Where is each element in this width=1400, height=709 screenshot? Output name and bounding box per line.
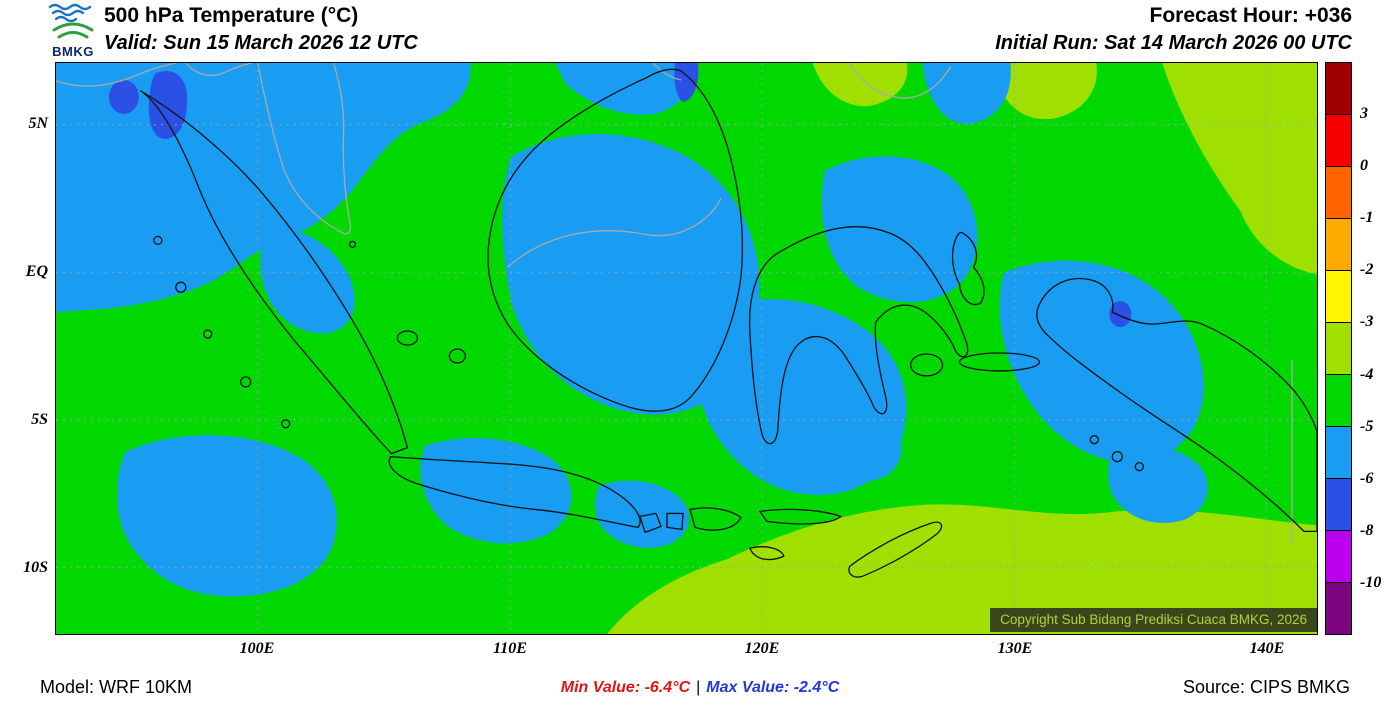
colorbar-tick--6: -6 — [1360, 470, 1374, 487]
minmax-separator: | — [696, 679, 701, 696]
min-value-label: Min Value: -6.4°C — [560, 679, 691, 696]
colorbar-segment-4 — [1326, 270, 1351, 322]
max-value-label: Max Value: -2.4°C — [706, 679, 840, 696]
lon-label-110e: 110E — [493, 640, 527, 657]
colorbar-segment-9 — [1326, 530, 1351, 582]
colorbar-tick--1: -1 — [1360, 209, 1374, 226]
colorbar-tick-3: 3 — [1360, 105, 1368, 122]
lon-label-140e: 140E — [1249, 640, 1285, 657]
temperature-field — [56, 63, 1317, 634]
colorbar-tick--4: -4 — [1360, 366, 1374, 383]
lat-label-10s: 10S — [23, 559, 48, 576]
forecast-hour-label: Forecast Hour: +036 — [1149, 4, 1353, 27]
colorbar-segment-10 — [1326, 582, 1351, 634]
temperature-map-graphic — [56, 63, 1317, 634]
colorbar-segment-2 — [1326, 166, 1351, 218]
bmkg-logo: BMKG — [44, 2, 102, 59]
colorbar-segment-8 — [1326, 478, 1351, 530]
minmax-values: Min Value: -6.4°C | Max Value: -2.4°C — [561, 679, 840, 697]
colorbar-tick-0: 0 — [1360, 157, 1368, 174]
colorbar-segment-6 — [1326, 374, 1351, 426]
lon-label-120e: 120E — [744, 640, 780, 657]
initial-run-label: Initial Run: Sat 14 March 2026 00 UTC — [995, 32, 1352, 54]
colorbar-tick--2: -2 — [1360, 261, 1374, 278]
copyright-note: Copyright Sub Bidang Prediksi Cuaca BMKG… — [990, 608, 1317, 632]
gridlines — [56, 63, 1317, 634]
page-title: 500 hPa Temperature (°C) — [104, 4, 359, 27]
colorbar-segment-5 — [1326, 322, 1351, 374]
map-canvas: Copyright Sub Bidang Prediksi Cuaca BMKG… — [55, 62, 1318, 635]
coastlines-indonesia — [140, 68, 1317, 578]
colorbar-tick--8: -8 — [1360, 522, 1374, 539]
colorbar-tick--3: -3 — [1360, 313, 1374, 330]
valid-time-label: Valid: Sun 15 March 2026 12 UTC — [104, 32, 418, 54]
colorbar-tick--10: -10 — [1360, 574, 1382, 591]
lat-label-eq: EQ — [25, 263, 48, 280]
lat-label-5n: 5N — [28, 115, 48, 132]
lon-label-100e: 100E — [239, 640, 275, 657]
bmkg-logo-text: BMKG — [52, 44, 94, 59]
coastlines-foreign — [56, 63, 1293, 544]
colorbar-tick--5: -5 — [1360, 418, 1374, 435]
colorbar — [1325, 62, 1352, 635]
lon-label-130e: 130E — [997, 640, 1033, 657]
colorbar-segment-0 — [1326, 63, 1351, 114]
source-label: Source: CIPS BMKG — [1182, 677, 1350, 697]
colorbar-segment-1 — [1326, 114, 1351, 166]
bmkg-logo-icon — [48, 3, 94, 39]
colorbar-segment-7 — [1326, 426, 1351, 478]
model-label: Model: WRF 10KM — [40, 677, 193, 697]
colorbar-segment-3 — [1326, 218, 1351, 270]
lat-label-5s: 5S — [31, 411, 48, 428]
